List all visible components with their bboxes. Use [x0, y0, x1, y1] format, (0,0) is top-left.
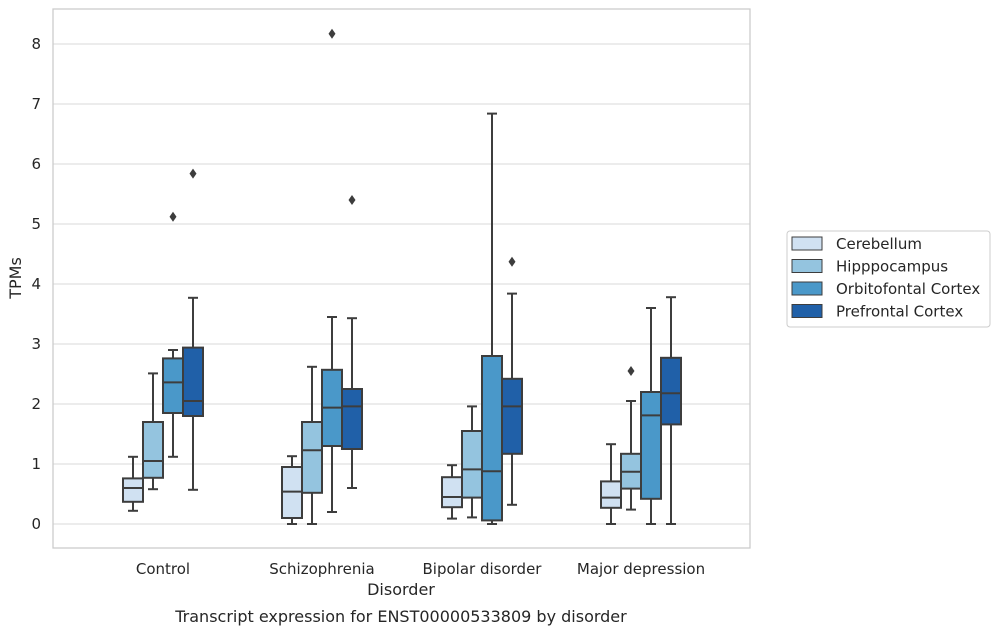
- x-tick-label: Control: [136, 560, 190, 578]
- legend-frame: [786, 230, 991, 328]
- y-tick-labels: 0 1 2 3 4 5 6 7 8: [31, 35, 41, 533]
- box-body: [301, 421, 323, 494]
- box-body: [640, 391, 662, 500]
- y-tick-label: 3: [31, 335, 41, 353]
- chart-caption: Transcript expression for ENST0000053380…: [174, 607, 627, 626]
- outlier-marker: [169, 211, 177, 222]
- box-orbitofontal-cortex-2: [481, 112, 503, 525]
- outlier-marker: [328, 28, 336, 39]
- legend-swatch: [791, 236, 823, 251]
- box-body: [600, 480, 622, 509]
- box-body: [481, 355, 503, 522]
- y-tick-label: 6: [31, 155, 41, 173]
- legend-swatch: [791, 259, 823, 273]
- y-tick-label: 2: [31, 395, 41, 413]
- x-tick-labels: Control Schizophrenia Bipolar disorder Majo…: [136, 560, 705, 578]
- box-body: [142, 421, 164, 479]
- x-tick-label: Schizophrenia: [269, 560, 374, 578]
- box-cerebellum-0: [122, 455, 144, 512]
- box-body: [341, 388, 363, 450]
- legend-swatch: [791, 304, 823, 318]
- box-body: [660, 356, 682, 426]
- box-prefrontal-cortex-1: [341, 195, 363, 489]
- boxes: [122, 28, 682, 525]
- box-orbitofontal-cortex-1: [321, 28, 343, 513]
- legend-label: Hipppocampus: [836, 258, 948, 276]
- box-cerebellum-1: [281, 455, 303, 525]
- plot-area-frame: [52, 8, 751, 549]
- legend-label: Prefrontal Cortex: [836, 303, 963, 321]
- outlier-marker: [508, 256, 516, 267]
- box-hipppocampus-0: [142, 372, 164, 491]
- outlier-marker: [627, 366, 635, 376]
- box-body: [461, 430, 483, 499]
- box-body: [182, 346, 204, 418]
- box-orbitofontal-cortex-0: [162, 211, 184, 458]
- x-axis-label: Disorder: [367, 580, 435, 599]
- y-tick-label: 0: [31, 515, 41, 533]
- y-tick-label: 1: [31, 455, 41, 473]
- box-hipppocampus-2: [461, 405, 483, 519]
- box-prefrontal-cortex-0: [182, 168, 204, 491]
- box-cerebellum-3: [600, 443, 622, 525]
- y-tick-label: 8: [31, 35, 41, 53]
- box-prefrontal-cortex-3: [660, 296, 682, 525]
- box-hipppocampus-1: [301, 365, 323, 525]
- outlier-marker: [189, 168, 197, 179]
- box-hipppocampus-3: [620, 366, 642, 511]
- box-body: [162, 357, 184, 414]
- legend-label: Orbitofontal Cortex: [836, 280, 980, 298]
- box-body: [441, 476, 463, 509]
- legend-swatch: [791, 281, 823, 296]
- box-orbitofontal-cortex-3: [640, 307, 662, 525]
- legend: Cerebellum Hipppocampus Orbitofontal Corte…: [786, 230, 991, 328]
- y-tick-label: 4: [31, 275, 41, 293]
- outlier-marker: [348, 195, 356, 205]
- y-tick-label: 5: [31, 215, 41, 233]
- legend-label: Cerebellum: [836, 235, 922, 253]
- box-cerebellum-2: [441, 464, 463, 520]
- box-body: [122, 477, 144, 503]
- x-tick-label: Major depression: [577, 560, 705, 578]
- box-prefrontal-cortex-2: [501, 256, 523, 506]
- x-tick-label: Bipolar disorder: [423, 560, 543, 578]
- box-body: [501, 377, 523, 455]
- y-tick-label: 7: [31, 95, 41, 113]
- y-axis-label: TPMs: [6, 257, 25, 300]
